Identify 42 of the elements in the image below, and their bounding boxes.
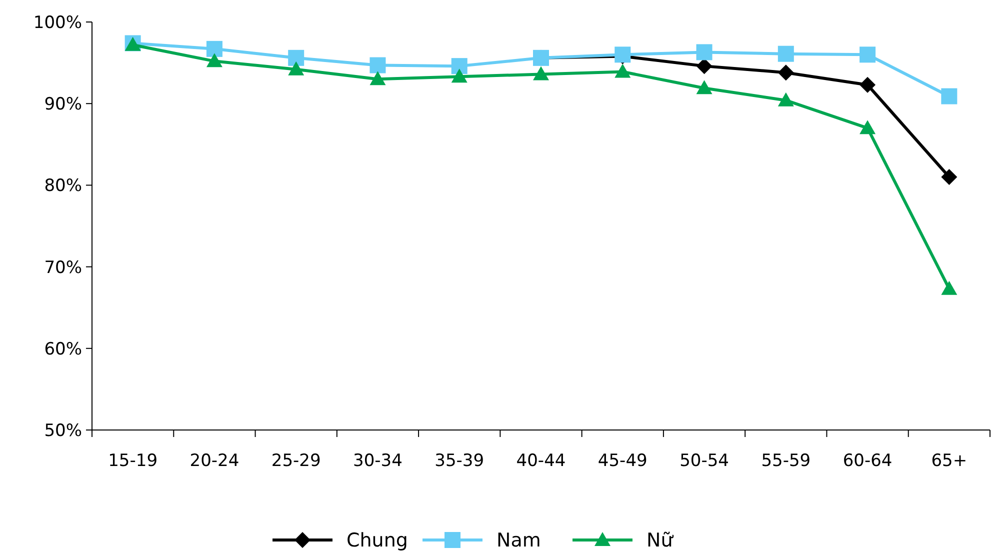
point xyxy=(370,71,386,86)
point xyxy=(941,88,958,104)
point xyxy=(696,80,712,94)
x-tick-label: 15-19 xyxy=(108,451,158,471)
y-tick-label: 70% xyxy=(44,258,82,278)
point xyxy=(451,68,468,83)
x-tick-label: 20-24 xyxy=(190,451,240,471)
legend-label: Chung xyxy=(346,530,408,552)
x-tick-label: 60-64 xyxy=(842,451,892,471)
point xyxy=(860,76,876,93)
legend-label: Nữ xyxy=(646,530,674,552)
y-tick-label: 60% xyxy=(44,339,82,360)
point xyxy=(206,53,222,68)
x-tick-label: 25-29 xyxy=(271,451,321,471)
point xyxy=(533,66,549,80)
point xyxy=(370,57,386,74)
x-tick-label: 55-59 xyxy=(761,451,811,471)
point xyxy=(206,40,222,57)
x-tick-label: 40-44 xyxy=(516,451,566,471)
point xyxy=(860,120,876,134)
y-tick-label: 100% xyxy=(33,12,82,33)
point xyxy=(451,58,468,74)
point xyxy=(778,64,794,81)
y-tick-label: 80% xyxy=(44,176,82,196)
x-tick-label: 65+ xyxy=(931,451,968,471)
point xyxy=(696,58,712,74)
point xyxy=(941,169,958,186)
x-tick-label: 50-54 xyxy=(680,451,729,471)
point xyxy=(696,44,712,60)
point xyxy=(860,46,876,63)
y-tick-label: 50% xyxy=(44,420,82,441)
x-tick-label: 45-49 xyxy=(598,451,648,471)
point xyxy=(614,64,631,78)
point xyxy=(288,61,304,76)
legend-label: Nam xyxy=(496,530,541,552)
y-tick-label: 90% xyxy=(44,94,82,115)
x-tick-label: 35-39 xyxy=(434,451,484,471)
point xyxy=(778,46,794,62)
point xyxy=(941,280,958,295)
point xyxy=(288,50,304,66)
x-tick-label: 30-34 xyxy=(353,451,402,471)
point xyxy=(778,92,794,106)
